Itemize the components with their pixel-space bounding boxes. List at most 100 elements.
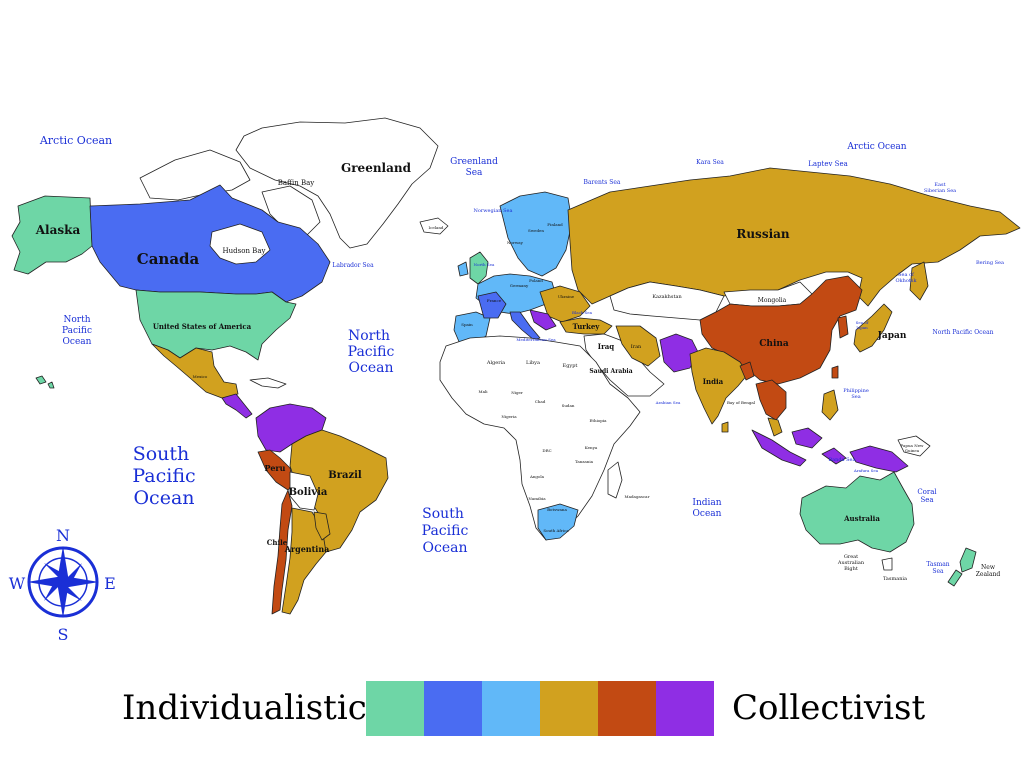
arctic-ocean-right-label: Arctic Ocean [846,142,906,152]
tasman-sea-l2: Sea [932,568,944,575]
papua-shape [849,445,909,473]
label-france: France [487,298,502,303]
label-angola: Angola [529,474,545,479]
greenland-sea-l1: Greenland [450,157,498,167]
mediterranean-label: Mediterranean Sea [516,337,556,342]
philippines-shape [821,389,839,421]
label-sudan: Sudan [562,403,575,408]
label-algeria: Algeria [486,360,505,366]
greenland-shape [235,117,439,249]
north-pacific-left-l2: Pacific [62,326,92,336]
tasmania-shape [881,557,893,571]
north-pacific-left-l1: North [63,315,90,325]
south-pacific-center-l2: Pacific [422,523,469,539]
label-norway: Norway [507,240,524,245]
sri-lanka-shape [721,421,729,433]
southeast-asia-shape [755,379,787,421]
iran-shape [615,325,661,367]
compass-w-label: W [9,574,26,593]
greenland-sea-l2: Sea [466,168,483,178]
label-botswana: Botswana [547,507,567,512]
compass-n-label: N [56,526,70,545]
bangladesh-shape [739,361,755,381]
new-zealand-shape [947,547,977,587]
kara-sea-label: Kara Sea [696,159,724,166]
madagascar-shape [607,461,623,499]
japan-shape [853,303,893,353]
label-germany: Germany [510,283,529,288]
label-usa: United States of America [153,322,252,331]
baffin-island-shape [261,185,321,237]
label-greenland: Greenland [341,161,412,175]
coral-sea-l2: Sea [920,496,933,504]
legend-swatch-1 [366,681,424,736]
label-libya: Libya [526,360,540,366]
label-mexico: Mexico [193,374,208,379]
black-sea-label: Black Sea [572,310,593,315]
label-brazil: Brazil [328,470,362,481]
norwegian-sea-label: Norwegian Sea [474,208,513,214]
turkey-shape [559,317,613,335]
label-iraq: Iraq [598,342,614,351]
bering-sea-label: Bering Sea [976,260,1004,266]
arctic-ocean-left-label: Arctic Ocean [39,134,112,147]
south-pacific-center-l1: South [422,506,464,522]
label-alaska: Alaska [35,223,81,237]
label-argentina: Argentina [284,544,330,554]
coral-sea-l1: Coral [917,488,937,496]
label-nigeria: Nigeria [501,414,517,419]
legend-swatch-3 [482,681,540,736]
legend-swatch-6 [656,681,714,736]
label-poland: Poland [529,278,543,283]
label-egypt: Egypt [563,363,578,369]
malaysia-shape [767,417,783,437]
south-pacific-left-l2: Pacific [132,465,195,487]
label-iran: Iran [631,344,642,350]
png-shape [897,435,931,457]
label-namibia: Namibia [528,496,546,501]
label-chile: Chile [267,538,288,547]
label-madagascar: Madagascar [625,494,650,499]
okhotsk-l1: Sea of [898,272,915,278]
north-pacific-right-label: North Pacific Ocean [932,329,993,336]
north-pacific-center-l1: North [348,328,390,344]
south-pacific-left-l3: Ocean [133,487,194,509]
label-new-zealand-l2: Zealand [976,571,1001,578]
label-drc: DRC [542,448,551,453]
central-america-shape [221,393,253,419]
korea-shape [837,315,849,339]
label-png-l1: Papua New [901,443,925,448]
taiwan-shape [831,365,839,379]
philippine-sea-l1: Philippine [843,388,869,394]
label-chad: Chad [535,399,546,404]
africa-shape [439,335,641,541]
iceland-shape [419,217,449,235]
baffin-bay-label: Baffin Bay [278,179,315,187]
uk-shape [469,251,489,285]
arctic-islands-shape [139,149,251,201]
australia-shape [799,471,915,553]
mexico-shape [151,343,239,399]
france-shape [477,291,507,319]
bight-l3: Bight [844,566,858,572]
label-japan: Japan [877,331,907,341]
hudson-bay-label: Hudson Bay [223,247,266,255]
north-pacific-center-l3: Ocean [349,360,394,376]
bay-of-bengal-label: Bay of Bengal [727,400,756,405]
label-ethiopia: Ethiopia [589,418,607,423]
north-pacific-center-l2: Pacific [348,344,395,360]
chile-shape [271,489,293,615]
label-ukraine: Ukraine [558,294,575,299]
label-russian: Russian [736,227,790,241]
uruguay-paraguay-shape [313,511,331,541]
legend-swatch-4 [540,681,598,736]
labrador-sea-label: Labrador Sea [332,262,374,269]
bight-l1: Great [844,554,858,560]
kamchatka-shape [909,261,929,301]
ireland-shape [457,261,469,277]
north-pacific-left-l3: Ocean [63,337,92,347]
label-kenya: Kenya [585,445,598,450]
bight-l2: Australian [837,560,865,566]
scandinavia-shape [499,191,573,277]
okhotsk-l2: Okhotsk [896,278,918,284]
